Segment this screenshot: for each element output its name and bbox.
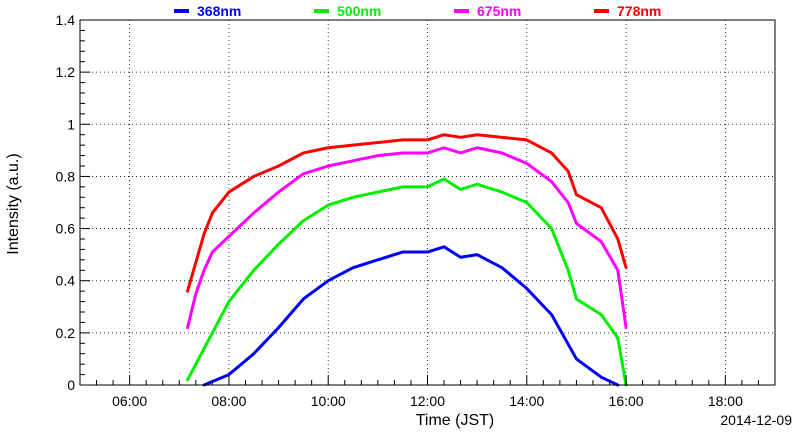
y-tick-label-2: 0.4 [56,273,76,289]
legend-label-368nm: 368nm [197,3,241,19]
x-tick-label-5: 16:00 [609,393,644,409]
series-line-368nm [202,245,620,387]
series-line-675nm [186,146,628,330]
legend-label-500nm: 500nm [337,3,381,19]
x-axis-title: Time (JST) [416,412,495,429]
y-tick-label-6: 1.2 [56,64,76,80]
y-axis-title: Intensity (a.u.) [5,153,22,254]
y-tick-label-1: 0.2 [56,325,76,341]
labels-layer: 06:00 08:00 10:00 12:00 14:00 16:00 18:00 0 0.2 0… [56,12,744,409]
series-line-500nm [186,177,628,387]
y-tick-label-3: 0.6 [56,221,76,237]
x-tick-label-2: 10:00 [311,393,346,409]
series-line-778nm [186,133,628,293]
date-label: 2014-12-09 [720,412,792,428]
x-tick-label-4: 14:00 [509,393,544,409]
legend-label-778nm: 778nm [617,3,661,19]
series-layer [186,133,628,387]
ticks-layer [80,19,759,386]
x-tick-label-6: 18:00 [708,393,743,409]
y-tick-label-0: 0 [67,377,75,393]
y-tick-label-4: 0.8 [56,168,76,184]
y-tick-label-5: 1 [67,116,75,132]
x-tick-label-0: 06:00 [112,393,147,409]
legend-layer: 368nm 500nm 675nm 778nm [174,3,661,19]
x-tick-label-3: 12:00 [410,393,445,409]
legend-label-675nm: 675nm [477,3,521,19]
x-tick-label-1: 08:00 [211,393,246,409]
y-tick-label-7: 1.4 [56,12,76,28]
